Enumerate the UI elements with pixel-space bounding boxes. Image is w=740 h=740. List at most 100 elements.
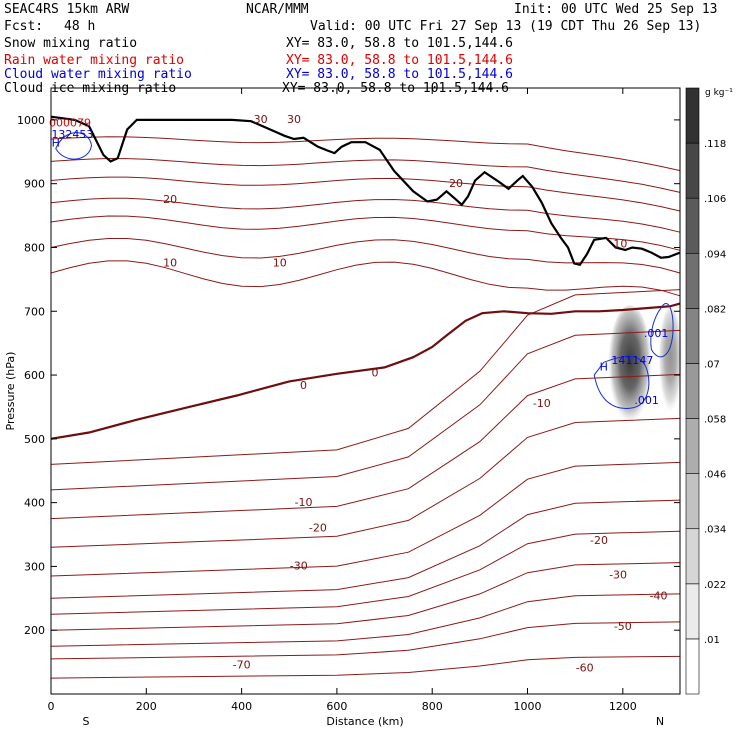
temperature-contours bbox=[50, 136, 681, 679]
cloud-water-contour bbox=[650, 303, 674, 358]
colorbar-level-label: .034 bbox=[704, 525, 726, 536]
temperature-contour bbox=[50, 461, 681, 577]
colorbar-segment bbox=[685, 418, 700, 474]
temperature-contour bbox=[50, 260, 681, 297]
cloud-water-contour bbox=[593, 355, 650, 409]
temperature-contour-label: 10 bbox=[613, 237, 627, 250]
temperature-contour bbox=[50, 289, 681, 465]
temperature-contour-label: 20 bbox=[163, 193, 177, 206]
x-tick-label: 0 bbox=[48, 700, 55, 713]
plot-frame bbox=[50, 87, 681, 695]
field-annotation: 000079 bbox=[49, 116, 91, 129]
colorbar-level-label: .01 bbox=[704, 635, 720, 646]
y-tick-label: 800 bbox=[24, 241, 45, 254]
temperature-contour-label: -50 bbox=[614, 620, 632, 633]
precip-core-shading bbox=[607, 305, 652, 430]
temperature-contour bbox=[50, 562, 681, 631]
colorbar-segment bbox=[685, 638, 700, 695]
terrain-profile bbox=[50, 115, 681, 266]
temperature-contour-label: 30 bbox=[254, 113, 268, 126]
colorbar-level-label: .106 bbox=[704, 194, 726, 205]
x-end-label-north: N bbox=[656, 715, 664, 728]
colorbar: .01 .022 .034 .046 .058 .07 .082 .094 .106 .118 bbox=[685, 87, 726, 695]
x-tick-label: 800 bbox=[422, 700, 443, 713]
freezing-level-contour bbox=[50, 302, 681, 440]
temperature-contour bbox=[50, 499, 681, 599]
temperature-contour bbox=[50, 215, 681, 251]
temperature-contour bbox=[50, 417, 681, 548]
colorbar-level-label: .022 bbox=[704, 580, 726, 591]
terrain-line bbox=[50, 115, 681, 266]
temperature-contour bbox=[50, 197, 681, 233]
y-axis-title: Pressure (hPa) bbox=[4, 352, 17, 431]
y-tick-label: 500 bbox=[24, 433, 45, 446]
forecast-value: 48 h bbox=[64, 19, 95, 34]
colorbar-unit: g kg⁻¹ bbox=[705, 88, 733, 98]
field-annotation: .001 bbox=[634, 394, 659, 407]
field-snow-name: Snow mixing ratio bbox=[4, 36, 137, 51]
temperature-contour-label: -20 bbox=[590, 534, 608, 547]
y-tick-label: 300 bbox=[24, 560, 45, 573]
x-tick-label: 1000 bbox=[514, 700, 542, 713]
temperature-contour bbox=[50, 157, 681, 193]
hydrometeor-shading bbox=[607, 305, 683, 430]
temperature-contour-label: -10 bbox=[533, 397, 551, 410]
temperature-contour-label: 10 bbox=[163, 257, 177, 270]
field-annotation: H bbox=[600, 361, 608, 374]
colorbar-level-label: .046 bbox=[704, 470, 726, 481]
x-axis-title: Distance (km) bbox=[326, 715, 403, 728]
x-tick-label: 400 bbox=[231, 700, 252, 713]
temperature-contour bbox=[50, 136, 681, 172]
field-snow-xy: XY= 83.0, 58.8 to 101.5,144.6 bbox=[286, 36, 513, 51]
temperature-contour bbox=[50, 373, 681, 520]
colorbar-level-label: .082 bbox=[704, 304, 726, 315]
colorbar-segment bbox=[685, 528, 700, 585]
temperature-contour-label: 30 bbox=[287, 113, 301, 126]
temperature-contour bbox=[50, 176, 681, 212]
colorbar-level-label: .07 bbox=[704, 359, 720, 370]
y-tick-label: 200 bbox=[24, 624, 45, 637]
colorbar-level-label: .118 bbox=[704, 139, 726, 150]
axes: 0 200 400 600 800 1000 1200 200 300 400 500 600 700 8… bbox=[17, 88, 680, 713]
field-cloudwater-xy: XY= 83.0, 58.8 to 101.5,144.6 bbox=[286, 67, 513, 82]
field-annotation: 141147 bbox=[611, 354, 653, 367]
temperature-contour bbox=[50, 655, 681, 679]
field-rain-xy: XY= 83.0, 58.8 to 101.5,144.6 bbox=[286, 53, 513, 68]
temperature-contour-label: -30 bbox=[609, 569, 627, 582]
y-tick-label: 1000 bbox=[17, 114, 45, 127]
temperature-contour bbox=[50, 621, 681, 660]
field-annotation: 132453 bbox=[51, 128, 93, 141]
y-tick-label: 400 bbox=[24, 497, 45, 510]
temperature-contour-label: -30 bbox=[290, 560, 308, 573]
cloud-water-contours bbox=[55, 132, 674, 409]
y-tick-label: 700 bbox=[24, 305, 45, 318]
temperature-contour-label: -60 bbox=[576, 662, 594, 675]
colorbar-segment bbox=[685, 87, 700, 144]
temperature-contour-label: -20 bbox=[309, 521, 327, 534]
colorbar-segment bbox=[685, 363, 700, 419]
field-rain-name: Rain water mixing ratio bbox=[4, 53, 184, 68]
temperature-contour bbox=[50, 329, 681, 491]
temperature-contour-label: 20 bbox=[449, 177, 463, 190]
precip-core-shading bbox=[658, 307, 683, 418]
colorbar-segment bbox=[685, 142, 700, 199]
cloud-water-contour bbox=[55, 132, 93, 160]
x-tick-label: 600 bbox=[326, 700, 347, 713]
colorbar-segment bbox=[685, 473, 700, 530]
x-end-label-south: S bbox=[83, 715, 90, 728]
model-title: SEAC4RS 15km ARW bbox=[4, 2, 129, 17]
field-annotation: H bbox=[52, 137, 60, 150]
x-tick-label: 200 bbox=[136, 700, 157, 713]
temperature-contour-label: -40 bbox=[650, 590, 668, 603]
init-time: Init: 00 UTC Wed 25 Sep 13 bbox=[514, 2, 718, 17]
temperature-contour bbox=[50, 530, 681, 615]
x-tick-label: 1200 bbox=[609, 700, 637, 713]
temperature-contour-label: -10 bbox=[295, 496, 313, 509]
center-title: NCAR/MMM bbox=[246, 2, 309, 17]
y-tick-label: 600 bbox=[24, 369, 45, 382]
temperature-contour-label: -70 bbox=[233, 658, 251, 671]
colorbar-segment bbox=[685, 583, 700, 640]
temperature-contour bbox=[50, 593, 681, 647]
